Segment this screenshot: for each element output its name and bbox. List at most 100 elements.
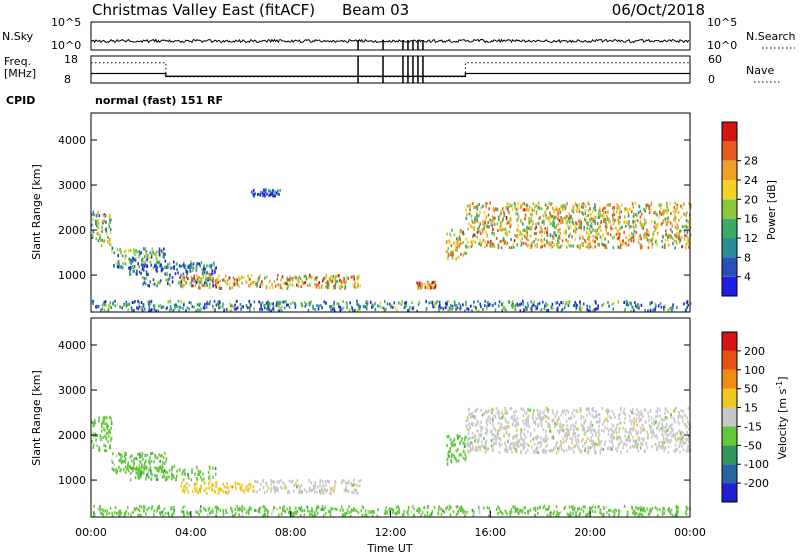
velocity-cell xyxy=(545,451,547,455)
velocity-cell xyxy=(454,443,456,447)
power-cell xyxy=(493,231,495,235)
velocity-cell xyxy=(137,508,140,512)
velocity-cell xyxy=(130,459,133,463)
velocity-cell xyxy=(471,436,473,440)
velocity-cell xyxy=(168,468,171,472)
velocity-cell xyxy=(558,446,561,449)
power-cell xyxy=(296,283,298,287)
power-cell xyxy=(468,204,471,208)
power-cell xyxy=(583,228,585,232)
velocity-cell xyxy=(654,434,656,438)
power-cell xyxy=(486,243,488,247)
power-cell xyxy=(634,301,636,305)
power-cell xyxy=(447,252,450,255)
power-cell xyxy=(671,224,673,228)
power-cell xyxy=(682,202,685,206)
power-cell xyxy=(430,286,432,289)
velocity-cell xyxy=(571,412,574,416)
velocity-cell xyxy=(647,513,650,516)
velocity-cell xyxy=(413,507,416,511)
power-cell xyxy=(304,274,307,278)
velocity-cell xyxy=(505,420,507,424)
power-cell xyxy=(327,283,330,287)
velocity-cell xyxy=(295,483,298,487)
power-cell xyxy=(599,214,601,218)
power-cell xyxy=(190,265,193,269)
velocity-cell xyxy=(662,445,665,449)
power-cell xyxy=(555,225,558,229)
velocity-cell xyxy=(607,419,609,423)
velocity-cell xyxy=(615,427,618,431)
power-cell xyxy=(576,206,579,210)
velocity-cell xyxy=(210,484,213,488)
power-cell xyxy=(196,262,199,266)
velocity-cell xyxy=(640,410,643,414)
power-cell xyxy=(333,285,335,288)
velocity-cell xyxy=(472,447,475,451)
velocity-cell xyxy=(94,418,96,422)
power-cell xyxy=(572,205,575,208)
velocity-cell xyxy=(640,426,642,430)
velocity-cell xyxy=(466,418,469,422)
velocity-cell xyxy=(667,427,670,431)
power-cell xyxy=(350,275,353,279)
velocity-cell xyxy=(389,507,392,511)
power-cell xyxy=(488,207,490,211)
velocity-cell xyxy=(249,506,251,510)
power-cell xyxy=(604,245,607,249)
power-cell xyxy=(150,308,153,312)
power-cell xyxy=(566,215,568,218)
power-cell xyxy=(208,286,211,290)
freq-unit-label: [MHz] xyxy=(4,67,36,80)
power-cell xyxy=(512,304,514,308)
power-cell xyxy=(138,265,140,269)
velocity-cell xyxy=(194,472,196,476)
power-cell xyxy=(637,303,639,306)
velocity-cell xyxy=(612,433,614,437)
velocity-cell xyxy=(638,414,640,418)
velocity-cell xyxy=(98,419,100,423)
velocity-cell xyxy=(143,466,145,470)
power-cell xyxy=(475,306,477,310)
noise-tick-left-high: 10^5 xyxy=(51,16,81,29)
power-cell xyxy=(578,234,581,238)
velocity-cell xyxy=(663,441,665,445)
velocity-cell xyxy=(594,451,597,455)
power-cell xyxy=(221,305,224,309)
velocity-cell xyxy=(282,481,284,485)
power-cell xyxy=(427,285,429,289)
power-cell xyxy=(639,246,642,250)
velocity-cell xyxy=(551,436,554,440)
power-cell xyxy=(314,283,316,287)
velocity-colorbar-tick-label: 200 xyxy=(744,345,765,358)
power-cell xyxy=(144,260,147,264)
power-cell xyxy=(633,237,635,241)
power-cell xyxy=(625,303,628,306)
velocity-cell xyxy=(170,473,173,476)
power-cell xyxy=(606,214,608,218)
velocity-cell xyxy=(230,508,233,512)
power-cell xyxy=(585,240,587,244)
velocity-cell xyxy=(475,446,478,450)
power-cell xyxy=(133,309,135,312)
power-cell xyxy=(640,237,642,241)
velocity-cell xyxy=(670,508,673,512)
power-cell xyxy=(526,228,528,232)
power-cell xyxy=(167,278,169,282)
power-cell xyxy=(526,206,528,210)
velocity-cell xyxy=(102,436,104,440)
velocity-cell xyxy=(215,481,217,485)
velocity-cell xyxy=(512,445,515,449)
velocity-cell xyxy=(348,479,350,483)
power-cell xyxy=(513,239,516,243)
velocity-cell xyxy=(491,407,493,411)
power-cell xyxy=(646,232,648,236)
power-cell xyxy=(426,280,429,284)
power-colorbar-swatch xyxy=(722,218,737,238)
velocity-cell xyxy=(241,514,244,518)
power-cell xyxy=(619,246,622,250)
power-cell xyxy=(260,306,262,310)
power-cell xyxy=(189,282,191,286)
velocity-cell xyxy=(451,440,454,444)
power-cell xyxy=(129,260,131,264)
